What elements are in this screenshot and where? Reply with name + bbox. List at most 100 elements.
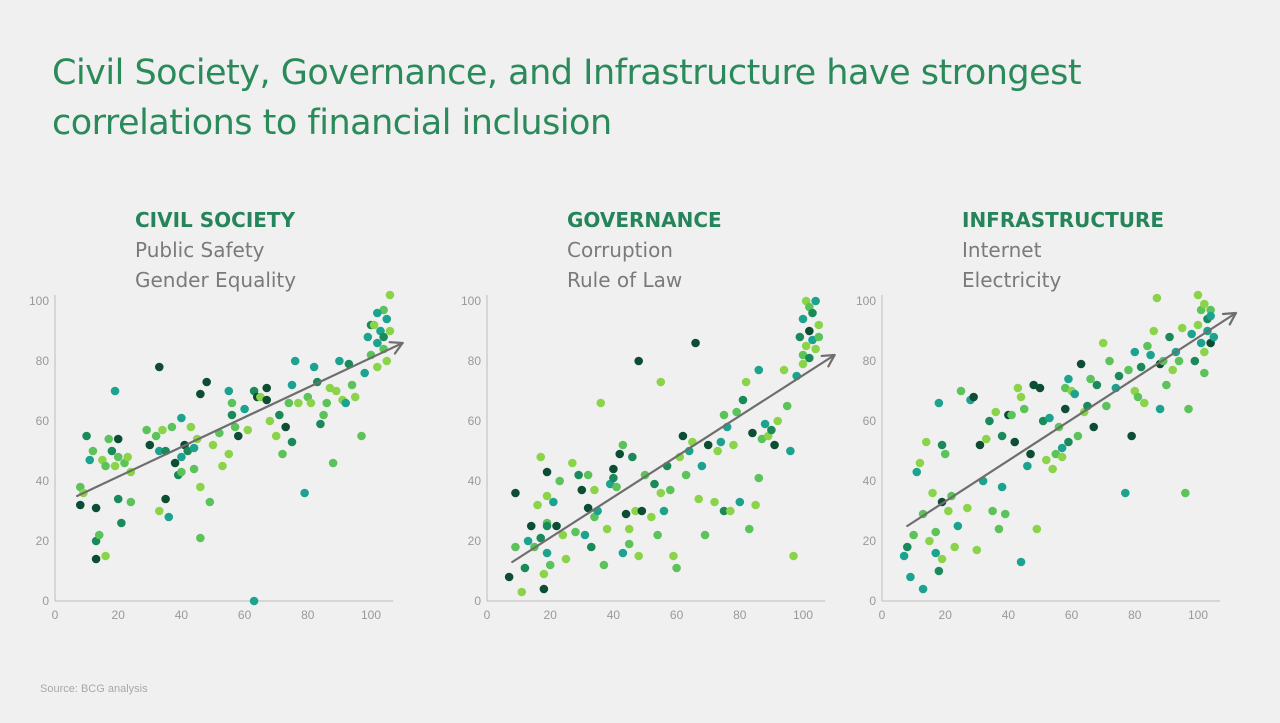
y-tick-label: 40 (36, 474, 50, 488)
data-point (373, 362, 382, 372)
data-point (624, 524, 634, 534)
data-point (287, 380, 297, 390)
data-point (934, 398, 944, 408)
data-point (1165, 332, 1174, 342)
data-point (294, 398, 303, 408)
data-point (104, 434, 114, 444)
data-point (735, 497, 745, 507)
data-point (583, 470, 593, 480)
data-point (1007, 410, 1016, 420)
y-tick-label: 100 (29, 294, 49, 308)
data-point (574, 470, 583, 480)
x-tick-label: 0 (879, 608, 886, 622)
data-point (694, 494, 704, 504)
data-point (609, 464, 618, 474)
data-point (634, 356, 643, 366)
data-point (1181, 488, 1190, 498)
data-point (1190, 356, 1200, 366)
data-point (1064, 437, 1073, 447)
data-point (262, 395, 272, 405)
data-point (319, 410, 328, 420)
data-point (335, 356, 344, 366)
data-point (1013, 383, 1023, 393)
y-tick-label: 80 (863, 354, 877, 368)
data-point (1200, 299, 1209, 309)
data-point (385, 290, 395, 300)
data-point (732, 407, 741, 417)
data-point (1200, 368, 1209, 378)
data-point (634, 551, 643, 561)
data-point (628, 452, 637, 462)
data-point (700, 530, 710, 540)
data-point (1010, 437, 1020, 447)
data-point (1057, 443, 1067, 453)
x-tick-label: 0 (52, 608, 59, 622)
panel-header: GOVERNANCE Corruption Rule of Law (567, 205, 722, 295)
data-point (991, 407, 1001, 417)
data-point (798, 314, 808, 324)
x-tick-label: 100 (361, 608, 381, 622)
data-point (1184, 404, 1193, 414)
data-point (1016, 557, 1026, 567)
data-point (101, 461, 110, 471)
data-point (511, 542, 520, 552)
data-point (287, 437, 297, 447)
data-point (1032, 524, 1042, 534)
data-point (1092, 380, 1102, 390)
data-point (678, 431, 688, 441)
data-point (177, 413, 186, 423)
data-point (596, 398, 606, 408)
data-point (615, 449, 625, 459)
data-point (656, 377, 666, 387)
chart-panel-civil-society: CIVIL SOCIETY Public Safety Gender Equal… (29, 205, 475, 635)
data-point (726, 506, 735, 516)
y-tick-label: 20 (468, 534, 482, 548)
source-note: Source: BCG analysis (40, 683, 148, 695)
data-point (526, 521, 536, 531)
headline-line-2: correlations to financial inclusion (52, 103, 612, 143)
data-point (748, 428, 757, 438)
trend-arrow-line (906, 311, 1238, 528)
data-point (545, 560, 555, 570)
data-point (1105, 356, 1114, 366)
chart-panel-infrastructure: INFRASTRUCTURE Internet Electricity 0 20 4… (856, 205, 1280, 635)
data-point (1206, 305, 1215, 315)
data-point (271, 431, 281, 441)
data-point (773, 416, 783, 426)
data-point (542, 548, 552, 558)
data-point (902, 542, 912, 552)
data-point (586, 542, 596, 552)
data-point (363, 332, 373, 342)
data-point (577, 485, 587, 495)
data-point (151, 431, 161, 441)
data-point (558, 530, 568, 540)
data-point (322, 398, 332, 408)
panel-subtitle-2: Rule of Law (567, 268, 683, 292)
data-point (779, 365, 789, 375)
data-point (230, 422, 240, 432)
panel-subtitle-1: Internet (962, 238, 1042, 262)
data-point (921, 437, 931, 447)
data-point (91, 503, 101, 513)
data-point (1177, 323, 1187, 333)
x-tick-label: 100 (1188, 608, 1208, 622)
data-point (918, 584, 928, 594)
data-point (1121, 488, 1130, 498)
data-point (189, 443, 199, 453)
data-point (672, 563, 681, 573)
data-point (621, 509, 631, 519)
panel-subtitle-2: Electricity (962, 268, 1062, 292)
data-point (208, 440, 218, 450)
data-point (75, 500, 85, 510)
data-point (82, 431, 91, 441)
data-point (167, 422, 177, 432)
data-point (631, 506, 640, 516)
data-point (561, 554, 571, 564)
y-tick-label: 40 (468, 474, 482, 488)
data-point (767, 425, 776, 435)
data-point (158, 425, 167, 435)
data-point (1200, 347, 1209, 357)
data-point (1064, 374, 1073, 384)
data-point (599, 560, 609, 570)
data-point (934, 566, 944, 576)
